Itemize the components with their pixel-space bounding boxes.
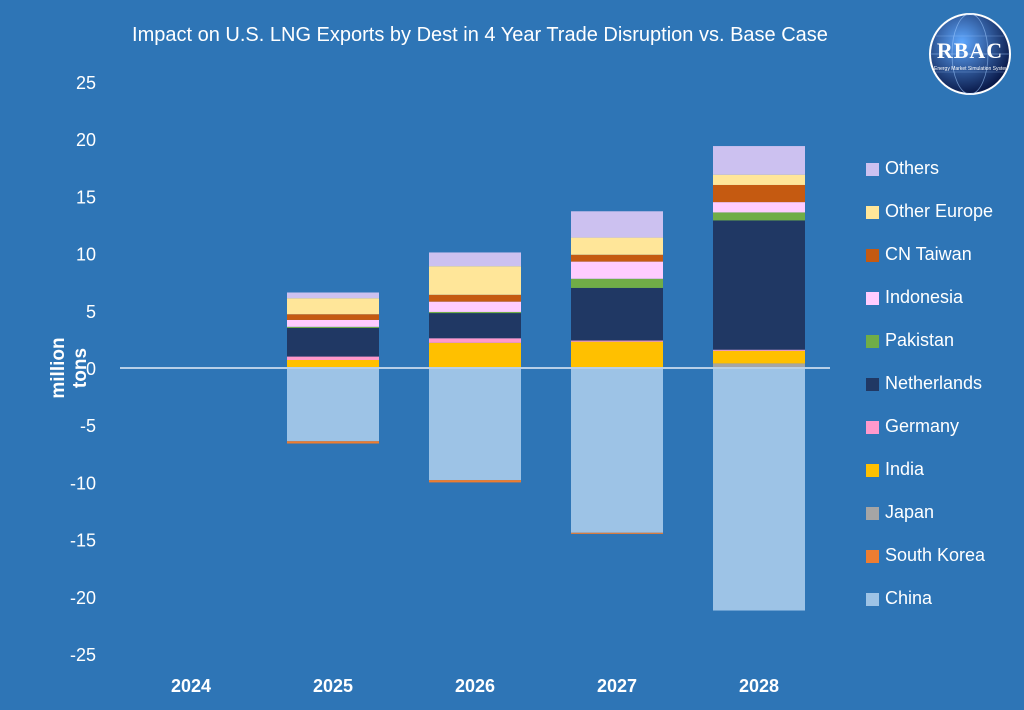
legend-label: China — [885, 588, 933, 608]
logo-subtext: Energy Market Simulation Systems — [934, 66, 1006, 72]
bar-segment-netherlands-2027 — [571, 287, 663, 341]
x-tick-label: 2024 — [171, 676, 211, 696]
bar-segment-south-korea-2027 — [571, 532, 663, 534]
legend-swatch — [866, 550, 879, 563]
y-tick-label: 20 — [76, 130, 96, 150]
y-axis-label: million tons — [48, 337, 91, 399]
bar-segment-pakistan-2028 — [713, 212, 805, 221]
bar-segment-others-2026 — [429, 252, 521, 267]
bar-segment-south-korea-2025 — [287, 441, 379, 444]
bar-segment-germany-2026 — [429, 338, 521, 343]
x-tick-label: 2026 — [455, 676, 495, 696]
legend-label: Other Europe — [885, 201, 994, 221]
bar-segment-indonesia-2026 — [429, 301, 521, 312]
logo-text: RBAC — [936, 38, 1004, 63]
bar-segment-indonesia-2025 — [287, 319, 379, 327]
legend-swatch — [866, 421, 879, 434]
y-tick-label: 25 — [76, 73, 96, 93]
y-tick-label: 5 — [86, 302, 96, 322]
bar-segment-south-korea-2026 — [429, 480, 521, 483]
y-tick-label: -15 — [70, 531, 96, 551]
bar-segment-china-2028 — [713, 368, 805, 611]
bar-segment-other-europe-2028 — [713, 174, 805, 185]
legend-label: Netherlands — [885, 373, 983, 393]
legend-label: Indonesia — [885, 287, 964, 307]
y-tick-label: -5 — [80, 416, 96, 436]
legend-swatch — [866, 378, 879, 391]
bar-segment-india-2027 — [571, 341, 663, 368]
y-tick-label: 15 — [76, 187, 96, 207]
legend-swatch — [866, 335, 879, 348]
y-tick-label: -25 — [70, 645, 96, 665]
bars — [287, 146, 805, 611]
legend-swatch — [866, 292, 879, 305]
bar-segment-other-europe-2027 — [571, 237, 663, 255]
legend-label: South Korea — [885, 545, 986, 565]
bar-segment-others-2025 — [287, 292, 379, 299]
legend-swatch — [866, 593, 879, 606]
bar-segment-china-2025 — [287, 368, 379, 442]
bar-segment-china-2027 — [571, 368, 663, 533]
legend-label: Germany — [885, 416, 960, 436]
legend-swatch — [866, 507, 879, 520]
y-tick-label: 0 — [86, 359, 96, 379]
legend-label: India — [885, 459, 925, 479]
x-axis-ticks: 2024 2025 2026 2027 2028 — [171, 676, 779, 696]
legend-label: Japan — [885, 502, 935, 522]
y-axis-ticks: 25 20 15 10 5 0 -5 -10 -15 -20 -25 — [70, 73, 96, 665]
bar-segment-netherlands-2026 — [429, 313, 521, 339]
bar-segment-cn-taiwan-2025 — [287, 314, 379, 320]
bar-segment-other-europe-2025 — [287, 298, 379, 315]
x-tick-label: 2027 — [597, 676, 637, 696]
bar-segment-germany-2025 — [287, 356, 379, 360]
chart-title: Impact on U.S. LNG Exports by Dest in 4 … — [132, 24, 828, 46]
y-tick-label: 10 — [76, 245, 96, 265]
bar-segment-indonesia-2027 — [571, 261, 663, 279]
bar-segment-germany-2027 — [571, 340, 663, 342]
rbac-logo: RBAC Energy Market Simulation Systems — [928, 12, 1012, 96]
legend-label: CN Taiwan — [885, 244, 972, 264]
bar-segment-netherlands-2025 — [287, 327, 379, 357]
bar-segment-cn-taiwan-2026 — [429, 294, 521, 302]
bar-segment-others-2028 — [713, 146, 805, 175]
legend-swatch — [866, 464, 879, 477]
bar-segment-india-2026 — [429, 342, 521, 368]
bar-segment-japan-2028 — [713, 363, 805, 368]
y-tick-label: -10 — [70, 473, 96, 493]
bar-segment-cn-taiwan-2027 — [571, 254, 663, 262]
x-tick-label: 2025 — [313, 676, 353, 696]
legend-swatch — [866, 249, 879, 262]
bar-segment-pakistan-2027 — [571, 278, 663, 288]
bar-segment-other-europe-2026 — [429, 266, 521, 295]
legend-swatch — [866, 163, 879, 176]
legend-swatch — [866, 206, 879, 219]
bar-segment-china-2026 — [429, 368, 521, 481]
bar-segment-pakistan-2026 — [429, 311, 521, 314]
bar-segment-indonesia-2028 — [713, 202, 805, 213]
globe-icon — [929, 13, 1011, 95]
bar-segment-cn-taiwan-2028 — [713, 184, 805, 203]
bar-segment-pakistan-2025 — [287, 326, 379, 328]
bar-segment-others-2027 — [571, 211, 663, 238]
bar-segment-netherlands-2028 — [713, 220, 805, 350]
y-tick-label: -20 — [70, 588, 96, 608]
bar-segment-india-2028 — [713, 350, 805, 364]
bar-segment-germany-2028 — [713, 349, 805, 351]
legend-label: Pakistan — [885, 330, 955, 350]
legend-label: Others — [885, 158, 940, 178]
x-tick-label: 2028 — [739, 676, 779, 696]
bar-segment-india-2025 — [287, 359, 379, 368]
